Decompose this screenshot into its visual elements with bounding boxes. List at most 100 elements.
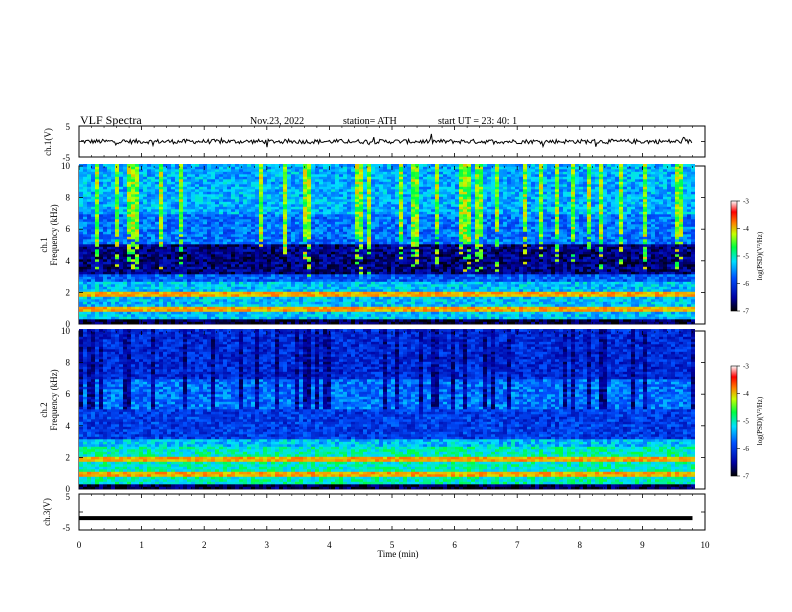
- spectrogram-cell: [355, 311, 359, 315]
- spectrogram-cell: [555, 299, 559, 302]
- spectrogram-cell: [347, 311, 351, 315]
- spectrogram-cell: [195, 261, 199, 265]
- spectrogram-cell: [483, 276, 487, 280]
- spectrogram-cell: [511, 309, 515, 312]
- spectrogram-cell: [143, 256, 147, 260]
- spectrogram-cell: [663, 314, 667, 317]
- spectrogram-cell: [223, 251, 227, 255]
- spectrogram-cell: [311, 256, 315, 260]
- spectrogram-cell: [411, 251, 415, 255]
- spectrogram-cell: [271, 306, 275, 310]
- spectrogram-cell: [175, 314, 179, 317]
- spectrogram-cell: [99, 309, 103, 312]
- spectrogram-cell: [95, 249, 99, 252]
- spectrogram-cell: [183, 306, 187, 310]
- spectrogram-cell: [559, 286, 563, 290]
- spectrogram-cell: [123, 291, 127, 295]
- spectrogram-cell: [447, 289, 451, 292]
- spectrogram-cell: [403, 276, 407, 280]
- spectrogram-cell: [259, 286, 263, 290]
- spectrogram-cell: [287, 289, 291, 292]
- spectrogram-cell: [295, 311, 299, 315]
- spectrogram-cell: [127, 241, 131, 245]
- spectrogram-cell: [491, 311, 495, 315]
- spectrogram-cell: [211, 276, 215, 280]
- spectrogram-cell: [551, 274, 555, 277]
- spectrogram-cell: [151, 294, 155, 297]
- spectrogram-cell: [483, 251, 487, 255]
- spectrogram-cell: [475, 304, 479, 307]
- spectrogram-cell: [115, 261, 119, 265]
- spectrogram-cell: [219, 246, 223, 250]
- spectrogram-cell: [503, 306, 507, 310]
- spectrogram-cell: [163, 271, 167, 275]
- spectrogram-cell: [475, 286, 479, 290]
- spectrogram-cell: [491, 246, 495, 250]
- spectrogram-cell: [147, 316, 151, 320]
- spectrogram-cell: [95, 244, 99, 247]
- spectrogram-cell: [619, 301, 623, 305]
- spectrogram-cell: [159, 279, 163, 282]
- spectrogram-cell: [303, 311, 307, 315]
- spectrogram-cell: [223, 286, 227, 290]
- spectrogram-cell: [419, 279, 423, 282]
- spectrogram-cell: [639, 279, 643, 282]
- spectrogram-cell: [543, 304, 547, 307]
- spectrogram-cell: [107, 261, 111, 265]
- spectrogram-cell: [247, 264, 251, 267]
- spectrogram-cell: [79, 289, 83, 292]
- spectrogram-cell: [319, 244, 323, 247]
- spectrogram-cell: [163, 264, 167, 267]
- spectrogram-cell: [435, 261, 439, 265]
- spectrogram-cell: [139, 319, 143, 322]
- spectrogram-cell: [91, 274, 95, 277]
- spectrogram-cell: [355, 296, 359, 300]
- spectrogram-cell: [151, 291, 155, 295]
- spectrogram-cell: [575, 251, 579, 255]
- spectrogram-cell: [559, 244, 563, 247]
- spectrogram-cell: [299, 316, 303, 320]
- spectrogram-cell: [127, 284, 131, 287]
- spectrogram-cell: [431, 296, 435, 300]
- spectrogram-cell: [563, 299, 567, 302]
- spectrogram-cell: [279, 264, 283, 267]
- spectrogram-cell: [507, 319, 511, 322]
- spectrogram-cell: [603, 249, 607, 252]
- spectrogram-cell: [679, 321, 687, 325]
- spectrogram-cell: [671, 249, 675, 252]
- spectrogram-cell: [691, 266, 695, 270]
- spectrogram-cell: [427, 251, 431, 255]
- spectrogram-cell: [611, 276, 615, 280]
- spectrogram-cell: [191, 284, 195, 287]
- spectrogram-cell: [407, 251, 411, 255]
- spectrogram-cell: [563, 291, 567, 295]
- spectrogram-cell: [343, 249, 347, 252]
- spectrogram-cell: [555, 281, 559, 285]
- spectrogram-cell: [159, 316, 163, 320]
- spectrogram-cell: [307, 301, 311, 305]
- spectrogram-cell: [263, 286, 267, 290]
- spectrogram-cell: [607, 286, 611, 290]
- spectrogram-cell: [291, 256, 295, 260]
- spectrogram-cell: [387, 284, 391, 287]
- spectrogram-cell: [219, 269, 223, 272]
- spectrogram-cell: [495, 314, 499, 317]
- spectrogram-cell: [111, 301, 115, 305]
- spectrogram-cell: [623, 289, 627, 292]
- spectrogram-cell: [227, 291, 231, 295]
- spectrogram-cell: [443, 274, 447, 277]
- spectrogram-cell: [511, 296, 515, 300]
- spectrogram-cell: [691, 286, 695, 290]
- spectrogram-cell: [255, 256, 259, 260]
- spectrogram-cell: [423, 321, 427, 325]
- spectrogram-cell: [491, 276, 495, 280]
- spectrogram-cell: [659, 256, 663, 260]
- spectrogram-cell: [151, 271, 155, 275]
- spectrogram-cell: [543, 281, 547, 285]
- spectrogram-cell: [299, 249, 303, 252]
- spectrogram-cell: [483, 274, 487, 277]
- spectrogram-cell: [527, 294, 531, 297]
- spectrogram-cell: [179, 261, 183, 265]
- spectrogram-cell: [171, 261, 175, 265]
- spectrogram-cell: [239, 316, 243, 320]
